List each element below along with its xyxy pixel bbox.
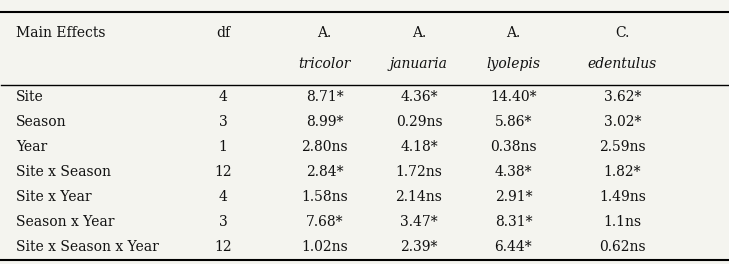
Text: 8.99*: 8.99* [306, 115, 343, 129]
Text: A.: A. [317, 26, 332, 40]
Text: 0.38ns: 0.38ns [490, 140, 537, 154]
Text: 4.18*: 4.18* [400, 140, 438, 154]
Text: Main Effects: Main Effects [16, 26, 106, 40]
Text: Year: Year [16, 140, 47, 154]
Text: 8.71*: 8.71* [305, 91, 343, 105]
Text: 6.44*: 6.44* [494, 241, 532, 254]
Text: 2.84*: 2.84* [305, 166, 343, 180]
Text: 1.58ns: 1.58ns [301, 191, 348, 205]
Text: lyolepis: lyolepis [486, 57, 540, 71]
Text: edentulus: edentulus [588, 57, 657, 71]
Text: 3: 3 [219, 215, 227, 229]
Text: 1.02ns: 1.02ns [301, 241, 348, 254]
Text: 1.82*: 1.82* [604, 166, 641, 180]
Text: 2.59ns: 2.59ns [599, 140, 646, 154]
Text: 5.86*: 5.86* [495, 115, 532, 129]
Text: 3: 3 [219, 115, 227, 129]
Text: 1.49ns: 1.49ns [599, 191, 646, 205]
Text: 4: 4 [219, 191, 227, 205]
Text: 3.02*: 3.02* [604, 115, 641, 129]
Text: 3.47*: 3.47* [400, 215, 438, 229]
Text: 0.62ns: 0.62ns [599, 241, 646, 254]
Text: 14.40*: 14.40* [490, 91, 537, 105]
Text: Site x Season x Year: Site x Season x Year [16, 241, 159, 254]
Text: A.: A. [506, 26, 521, 40]
Text: df: df [216, 26, 230, 40]
Text: C.: C. [615, 26, 630, 40]
Text: 3.62*: 3.62* [604, 91, 641, 105]
Text: 2.80ns: 2.80ns [301, 140, 348, 154]
Text: 4: 4 [219, 91, 227, 105]
Text: A.: A. [412, 26, 426, 40]
Text: 2.14ns: 2.14ns [396, 191, 443, 205]
Text: 4.36*: 4.36* [400, 91, 437, 105]
Text: Season: Season [16, 115, 66, 129]
Text: 2.91*: 2.91* [494, 191, 532, 205]
Text: 1: 1 [219, 140, 227, 154]
Text: 12: 12 [214, 241, 232, 254]
Text: 1.1ns: 1.1ns [603, 215, 642, 229]
Text: 4.38*: 4.38* [494, 166, 532, 180]
Text: 7.68*: 7.68* [305, 215, 343, 229]
Text: Site x Season: Site x Season [16, 166, 111, 180]
Text: 1.72ns: 1.72ns [396, 166, 443, 180]
Text: 0.29ns: 0.29ns [396, 115, 443, 129]
Text: Site x Year: Site x Year [16, 191, 92, 205]
Text: 12: 12 [214, 166, 232, 180]
Text: Season x Year: Season x Year [16, 215, 114, 229]
Text: 2.39*: 2.39* [400, 241, 437, 254]
Text: Site: Site [16, 91, 44, 105]
Text: tricolor: tricolor [298, 57, 351, 71]
Text: 8.31*: 8.31* [494, 215, 532, 229]
Text: januaria: januaria [390, 57, 448, 71]
